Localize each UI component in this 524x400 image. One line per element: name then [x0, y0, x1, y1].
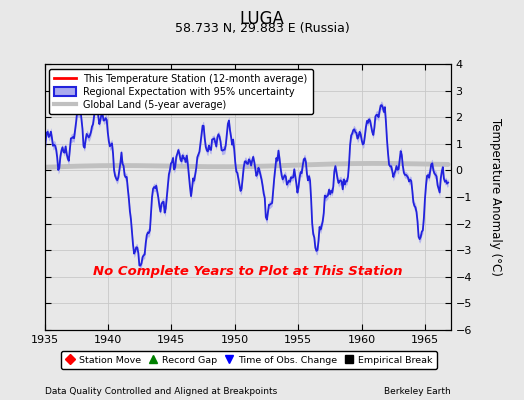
Text: Berkeley Earth: Berkeley Earth — [384, 387, 451, 396]
Y-axis label: Temperature Anomaly (°C): Temperature Anomaly (°C) — [489, 118, 501, 276]
Text: No Complete Years to Plot at This Station: No Complete Years to Plot at This Statio… — [93, 265, 402, 278]
Legend: This Temperature Station (12-month average), Regional Expectation with 95% uncer: This Temperature Station (12-month avera… — [49, 69, 312, 114]
Legend: Station Move, Record Gap, Time of Obs. Change, Empirical Break: Station Move, Record Gap, Time of Obs. C… — [61, 351, 437, 369]
Text: 58.733 N, 29.883 E (Russia): 58.733 N, 29.883 E (Russia) — [174, 22, 350, 35]
Text: Data Quality Controlled and Aligned at Breakpoints: Data Quality Controlled and Aligned at B… — [45, 387, 277, 396]
Text: LUGA: LUGA — [239, 10, 285, 28]
